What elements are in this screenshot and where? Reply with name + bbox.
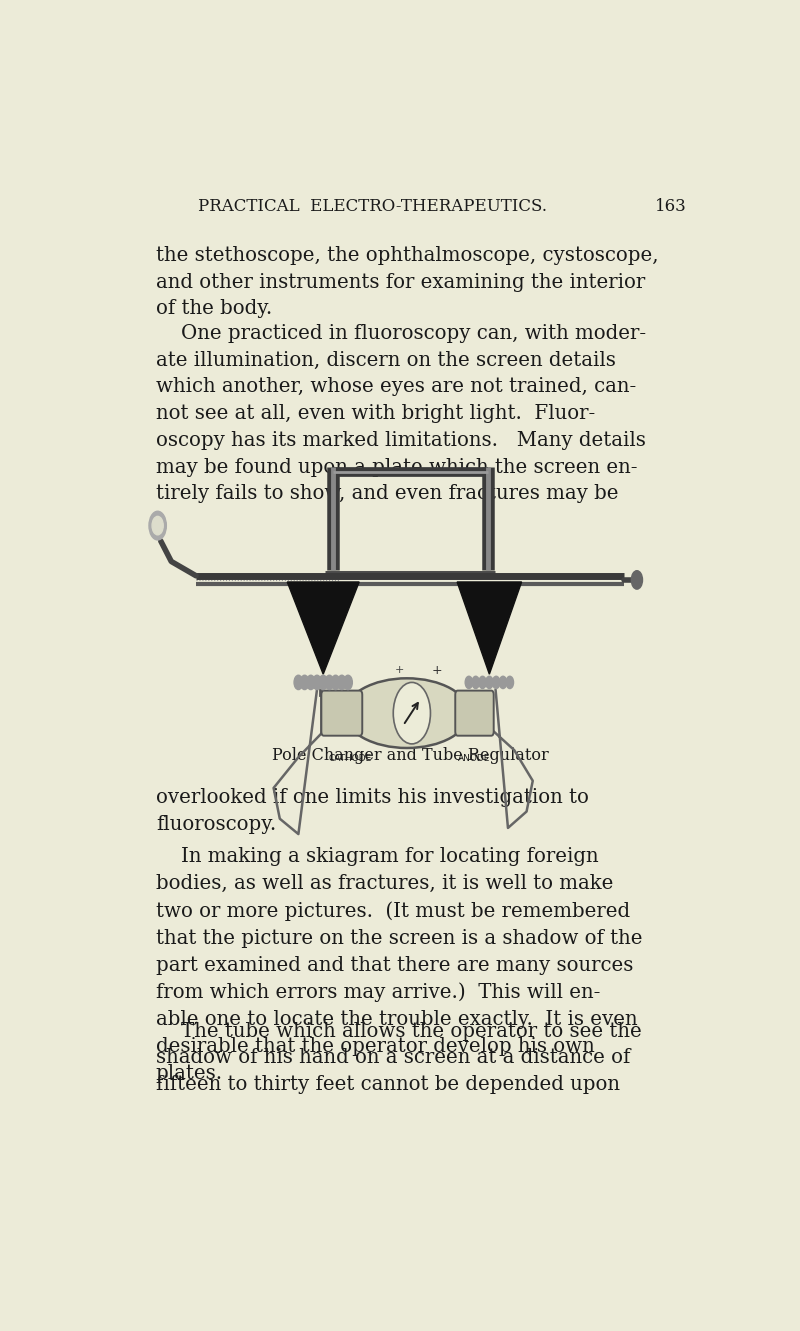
- Text: PRACTICAL  ELECTRO-THERAPEUTICS.: PRACTICAL ELECTRO-THERAPEUTICS.: [198, 197, 547, 214]
- Circle shape: [306, 675, 315, 689]
- Text: The tube which allows the operator to see the
shadow of his hand on a screen at : The tube which allows the operator to se…: [156, 1022, 642, 1094]
- Text: +: +: [394, 666, 404, 675]
- Circle shape: [152, 516, 163, 535]
- Text: 163: 163: [655, 197, 686, 214]
- Circle shape: [300, 675, 309, 689]
- Polygon shape: [287, 582, 359, 675]
- Circle shape: [493, 676, 500, 688]
- Circle shape: [394, 683, 430, 744]
- Circle shape: [319, 675, 327, 689]
- Circle shape: [465, 676, 473, 688]
- Text: overlooked if one limits his investigation to
fluoroscopy.: overlooked if one limits his investigati…: [156, 788, 589, 833]
- Circle shape: [331, 675, 340, 689]
- Circle shape: [338, 675, 346, 689]
- FancyBboxPatch shape: [455, 691, 494, 736]
- Text: In making a skiagram for locating foreign
bodies, as well as fractures, it is we: In making a skiagram for locating foreig…: [156, 848, 642, 1083]
- FancyBboxPatch shape: [322, 691, 362, 736]
- Text: +: +: [431, 664, 442, 676]
- Circle shape: [294, 675, 302, 689]
- Circle shape: [344, 675, 352, 689]
- Circle shape: [313, 675, 322, 689]
- Ellipse shape: [345, 679, 469, 748]
- Circle shape: [472, 676, 479, 688]
- Text: ANODE: ANODE: [458, 755, 490, 763]
- Text: Pole Changer and Tube Regulator: Pole Changer and Tube Regulator: [272, 747, 548, 764]
- Circle shape: [325, 675, 334, 689]
- Text: CATHODE: CATHODE: [328, 755, 371, 763]
- Circle shape: [631, 571, 642, 590]
- Circle shape: [479, 676, 486, 688]
- Text: One practiced in fluoroscopy can, with moder-
ate illumination, discern on the s: One practiced in fluoroscopy can, with m…: [156, 323, 646, 503]
- Text: the stethoscope, the ophthalmoscope, cystoscope,
and other instruments for exami: the stethoscope, the ophthalmoscope, cys…: [156, 246, 658, 318]
- Polygon shape: [457, 582, 522, 675]
- Circle shape: [506, 676, 514, 688]
- Circle shape: [499, 676, 506, 688]
- Circle shape: [149, 511, 166, 540]
- Circle shape: [486, 676, 493, 688]
